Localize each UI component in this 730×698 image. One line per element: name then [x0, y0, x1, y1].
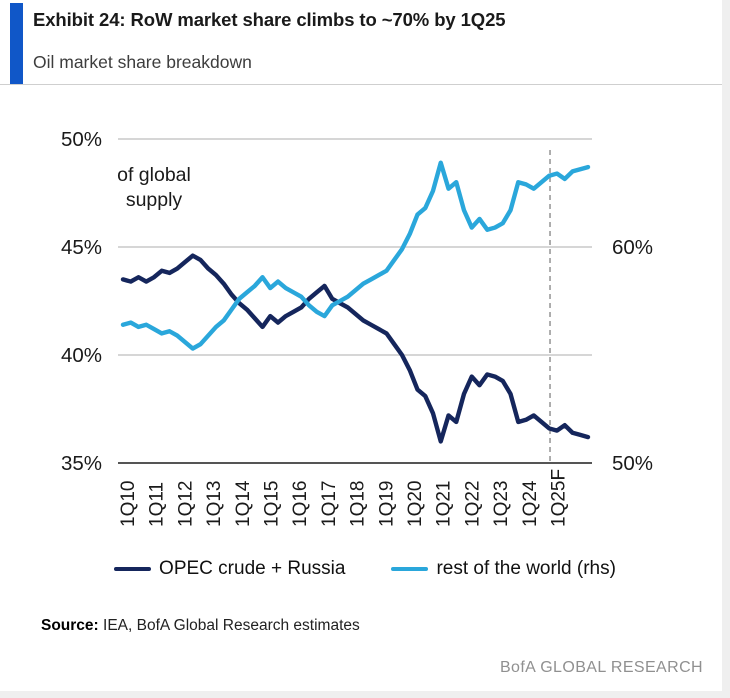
annotation-of-global-supply: supply: [126, 189, 183, 211]
x-axis-tick-label: 1Q21: [434, 481, 455, 527]
x-axis-tick-label: 1Q14: [233, 480, 254, 527]
legend-item-row: rest of the world (rhs): [391, 558, 616, 580]
left-axis-tick-label: 35%: [61, 452, 102, 475]
opec-russia-series-line: [120, 253, 591, 444]
chart-legend: OPEC crude + Russia rest of the world (r…: [0, 558, 730, 580]
x-axis-tick-label: 1Q25F: [549, 469, 570, 527]
line-chart: 50% 45% 40% 35% 60% 50% 1Q10 1Q11 1Q12 1Q13 1Q14 1Q…: [0, 95, 730, 540]
x-axis-tick-label: 1Q22: [462, 481, 483, 527]
x-axis-tick-label: 1Q24: [520, 480, 541, 527]
exhibit-accent-bar: [10, 3, 23, 84]
x-axis-tick-label: 1Q11: [147, 482, 168, 527]
x-axis-tick-label: 1Q13: [204, 481, 225, 527]
header-divider: [0, 84, 722, 85]
annotation-of-global-supply: of global: [117, 164, 191, 186]
source-label: Source:: [41, 617, 99, 634]
x-axis-tick-label: 1Q15: [262, 481, 283, 527]
x-axis-tick-label: 1Q17: [319, 481, 340, 527]
x-axis-tick-label: 1Q12: [175, 481, 196, 527]
chart-subtitle: Oil market share breakdown: [33, 52, 252, 72]
x-axis-tick-label: 1Q19: [376, 481, 397, 527]
x-axis-tick-label: 1Q18: [348, 481, 369, 527]
exhibit-title: Exhibit 24: RoW market share climbs to ~…: [33, 9, 506, 30]
left-axis-tick-label: 45%: [61, 236, 102, 259]
x-axis-tick-label: 1Q23: [491, 481, 512, 527]
left-axis-tick-label: 40%: [61, 344, 102, 367]
x-axis-tick-label: 1Q20: [405, 481, 426, 527]
opec-line-swatch: [114, 566, 152, 572]
legend-item-opec: OPEC crude + Russia: [114, 558, 345, 580]
chart-canvas: 50% 45% 40% 35% 60% 50% 1Q10 1Q11 1Q12 1Q13 1Q14 1Q…: [61, 128, 653, 527]
x-axis-tick-label: 1Q16: [290, 481, 311, 527]
source-line: Source: IEA, BofA Global Research estima…: [41, 617, 360, 635]
right-axis-tick-label: 60%: [612, 236, 653, 259]
rest-of-world-series-line: [120, 160, 591, 351]
left-axis-tick-label: 50%: [61, 128, 102, 151]
x-axis-tick-label: 1Q10: [118, 481, 139, 527]
page-edge-bottom: [0, 691, 730, 698]
row-line-swatch: [391, 566, 429, 572]
legend-label-opec: OPEC crude + Russia: [159, 558, 346, 579]
source-text: IEA, BofA Global Research estimates: [98, 617, 360, 634]
page-edge-right: [722, 0, 730, 698]
brand-footer: BofA GLOBAL RESEARCH: [499, 659, 703, 676]
legend-label-row: rest of the world (rhs): [436, 558, 616, 579]
right-axis-tick-label: 50%: [612, 452, 653, 475]
